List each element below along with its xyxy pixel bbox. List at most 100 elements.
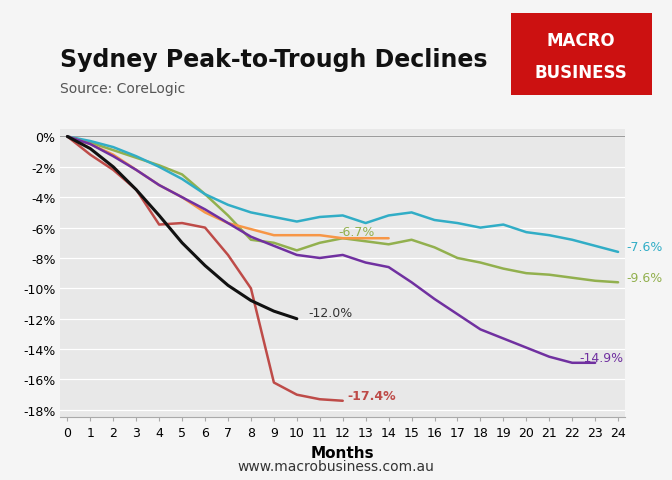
2017-19 (339, 252, 347, 258)
Legend: 1982-83, 1989-91, 2004-06, 2008-09, 2017-19, 2022: 1982-83, 1989-91, 2004-06, 2008-09, 2017… (39, 476, 556, 480)
1982-83 (293, 392, 301, 398)
1989-91 (591, 278, 599, 284)
2008-09 (247, 227, 255, 232)
2017-19 (499, 336, 507, 342)
1989-91 (201, 192, 209, 198)
2008-09 (132, 168, 140, 173)
2004-06 (522, 230, 530, 236)
1982-83 (155, 222, 163, 228)
2008-09 (362, 236, 370, 241)
1989-91 (568, 275, 576, 281)
2008-09 (63, 134, 71, 140)
2004-06 (614, 250, 622, 255)
2017-19 (178, 195, 186, 201)
1989-91 (110, 148, 118, 154)
Text: www.macrobusiness.com.au: www.macrobusiness.com.au (238, 459, 434, 473)
2017-19 (522, 345, 530, 351)
2004-06 (178, 177, 186, 182)
2008-09 (155, 183, 163, 189)
2008-09 (270, 233, 278, 239)
2017-19 (591, 360, 599, 366)
1989-91 (339, 236, 347, 241)
2004-06 (545, 233, 553, 239)
Line: 2022: 2022 (67, 137, 297, 319)
1982-83 (224, 252, 232, 258)
2004-06 (86, 139, 94, 144)
2017-19 (224, 221, 232, 227)
2008-09 (384, 236, 392, 241)
2017-19 (568, 360, 576, 366)
2017-19 (247, 234, 255, 240)
2004-06 (224, 203, 232, 208)
2022 (293, 316, 301, 322)
1989-91 (407, 238, 415, 243)
2008-09 (339, 236, 347, 241)
2008-09 (201, 210, 209, 216)
1989-91 (293, 248, 301, 254)
2004-06 (591, 243, 599, 249)
Line: 1982-83: 1982-83 (67, 137, 343, 401)
1989-91 (178, 172, 186, 178)
Text: Source: CoreLogic: Source: CoreLogic (60, 82, 185, 96)
2022 (63, 134, 71, 140)
2004-06 (132, 154, 140, 160)
2004-06 (201, 192, 209, 198)
1982-83 (339, 398, 347, 404)
1989-91 (155, 163, 163, 169)
2022 (155, 213, 163, 219)
2017-19 (454, 312, 462, 317)
1989-91 (270, 240, 278, 246)
2017-19 (316, 255, 324, 261)
2017-19 (132, 168, 140, 173)
1982-83 (316, 396, 324, 402)
2004-06 (568, 238, 576, 243)
1982-83 (178, 221, 186, 227)
2017-19 (86, 142, 94, 148)
Text: -17.4%: -17.4% (347, 389, 396, 402)
2008-09 (178, 195, 186, 201)
1982-83 (63, 134, 71, 140)
1989-91 (224, 213, 232, 219)
Text: -14.9%: -14.9% (579, 351, 623, 364)
2004-06 (362, 221, 370, 227)
2004-06 (110, 145, 118, 151)
Line: 2004-06: 2004-06 (67, 137, 618, 252)
2004-06 (339, 213, 347, 219)
2004-06 (293, 219, 301, 225)
1982-83 (247, 286, 255, 292)
1982-83 (86, 153, 94, 158)
1982-83 (270, 380, 278, 385)
2008-09 (224, 221, 232, 227)
1989-91 (522, 271, 530, 276)
2004-06 (155, 165, 163, 170)
2008-09 (110, 153, 118, 158)
1989-91 (132, 156, 140, 161)
1982-83 (201, 225, 209, 231)
1989-91 (431, 245, 439, 251)
1982-83 (132, 187, 140, 193)
2017-19 (63, 134, 71, 140)
1989-91 (614, 280, 622, 286)
2004-06 (407, 210, 415, 216)
2022 (270, 309, 278, 314)
2022 (178, 240, 186, 246)
1989-91 (316, 240, 324, 246)
2017-19 (431, 297, 439, 302)
2022 (201, 263, 209, 269)
1989-91 (499, 266, 507, 272)
Text: BUSINESS: BUSINESS (535, 64, 628, 82)
2017-19 (155, 183, 163, 189)
2017-19 (407, 280, 415, 286)
1989-91 (63, 134, 71, 140)
2004-06 (476, 225, 485, 231)
2004-06 (454, 221, 462, 227)
2008-09 (86, 142, 94, 148)
Line: 2008-09: 2008-09 (67, 137, 388, 239)
1982-83 (110, 168, 118, 173)
2022 (132, 187, 140, 193)
2022 (86, 146, 94, 152)
1989-91 (247, 238, 255, 243)
2017-19 (293, 252, 301, 258)
2017-19 (362, 260, 370, 266)
2004-06 (384, 213, 392, 219)
